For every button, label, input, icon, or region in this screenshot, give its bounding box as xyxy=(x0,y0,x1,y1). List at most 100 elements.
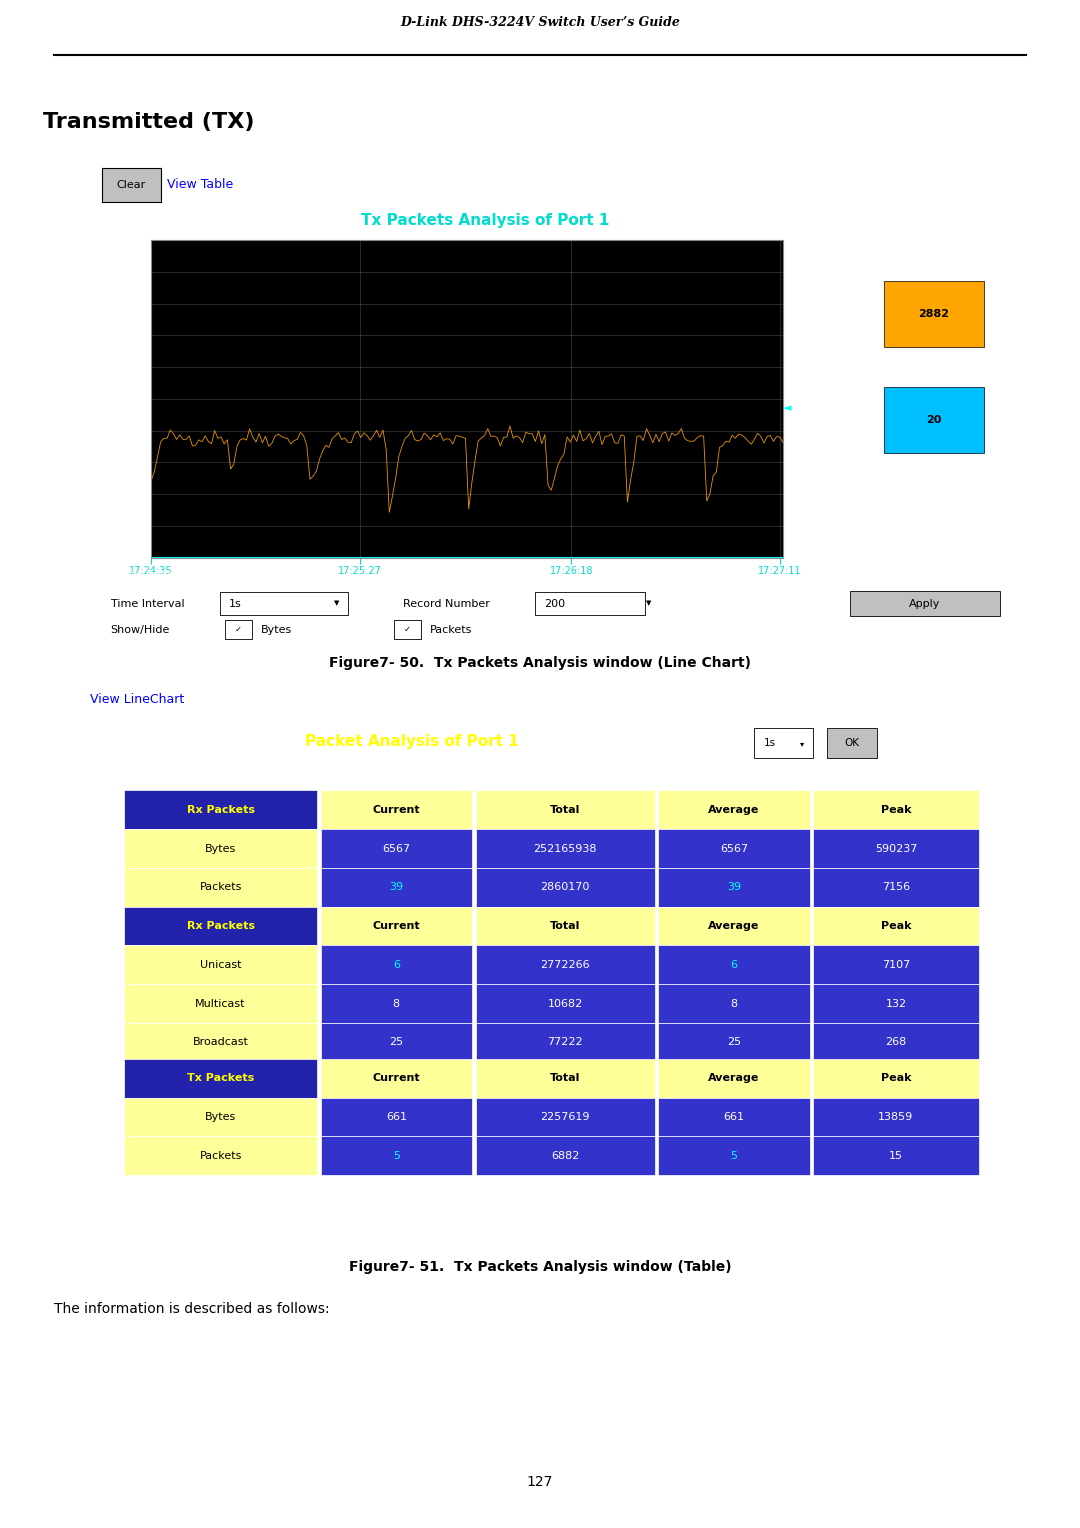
Text: 252165938: 252165938 xyxy=(534,843,597,854)
Text: Packets: Packets xyxy=(430,625,472,634)
Bar xyxy=(658,830,810,868)
Text: The information is described as follows:: The information is described as follows: xyxy=(54,1302,329,1317)
Bar xyxy=(475,946,654,984)
Text: ◄: ◄ xyxy=(783,403,792,414)
Text: 2882: 2882 xyxy=(918,309,949,319)
Text: 7156: 7156 xyxy=(882,882,910,892)
Bar xyxy=(475,830,654,868)
Bar xyxy=(475,1059,654,1097)
Text: 1s: 1s xyxy=(229,599,242,608)
Text: Rx Packets: Rx Packets xyxy=(187,805,255,814)
Text: 10682: 10682 xyxy=(548,998,583,1008)
Text: Figure7- 51.  Tx Packets Analysis window (Table): Figure7- 51. Tx Packets Analysis window … xyxy=(349,1259,731,1274)
Text: Total: Total xyxy=(550,805,580,814)
Bar xyxy=(850,591,1000,616)
Bar xyxy=(813,946,978,984)
Text: ✓: ✓ xyxy=(235,625,242,634)
Text: Broadcast: Broadcast xyxy=(192,1038,248,1047)
Bar xyxy=(475,1022,654,1062)
Text: 39: 39 xyxy=(389,882,403,892)
Text: Average: Average xyxy=(708,1073,759,1083)
Bar xyxy=(124,830,316,868)
Bar xyxy=(225,620,252,639)
Text: Clear: Clear xyxy=(117,180,146,189)
Text: Current: Current xyxy=(373,1073,420,1083)
Text: Time Interval: Time Interval xyxy=(110,599,185,608)
Bar xyxy=(813,1022,978,1062)
Bar xyxy=(321,1022,472,1062)
Bar xyxy=(321,790,472,830)
Bar xyxy=(321,868,472,906)
Text: 13859: 13859 xyxy=(878,1112,914,1122)
Bar xyxy=(827,729,877,758)
Text: Figure7- 50.  Tx Packets Analysis window (Line Chart): Figure7- 50. Tx Packets Analysis window … xyxy=(329,656,751,671)
Bar xyxy=(475,868,654,906)
Bar xyxy=(883,281,984,347)
Bar xyxy=(658,868,810,906)
Bar xyxy=(124,1097,316,1137)
Text: Show/Hide: Show/Hide xyxy=(110,625,170,634)
Bar xyxy=(658,1059,810,1097)
Bar xyxy=(754,729,813,758)
Text: Rx Packets: Rx Packets xyxy=(187,921,255,931)
Bar xyxy=(475,906,654,946)
Text: ▼: ▼ xyxy=(646,601,651,607)
Text: Total: Total xyxy=(550,921,580,931)
Bar xyxy=(321,830,472,868)
Bar xyxy=(658,984,810,1022)
Text: 5: 5 xyxy=(730,1151,738,1161)
Bar xyxy=(475,984,654,1022)
Bar xyxy=(813,868,978,906)
Text: Unicast: Unicast xyxy=(200,960,241,970)
Text: 6: 6 xyxy=(730,960,738,970)
Bar xyxy=(475,1137,654,1175)
Text: 268: 268 xyxy=(886,1038,906,1047)
Text: Bytes: Bytes xyxy=(205,843,237,854)
Text: 77222: 77222 xyxy=(548,1038,583,1047)
Text: 590237: 590237 xyxy=(875,843,917,854)
Text: Bytes: Bytes xyxy=(804,304,837,318)
Text: 7107: 7107 xyxy=(881,960,910,970)
Bar xyxy=(321,1137,472,1175)
Text: Multicast: Multicast xyxy=(195,998,246,1008)
Text: 25: 25 xyxy=(727,1038,741,1047)
Bar xyxy=(658,790,810,830)
Text: 661: 661 xyxy=(386,1112,407,1122)
Text: 127: 127 xyxy=(527,1475,553,1490)
Text: 8: 8 xyxy=(730,998,738,1008)
Bar xyxy=(124,946,316,984)
Text: Packets: Packets xyxy=(200,1151,242,1161)
Text: 20: 20 xyxy=(926,416,942,425)
Text: 8: 8 xyxy=(393,998,400,1008)
Text: 2772266: 2772266 xyxy=(540,960,590,970)
Text: 5: 5 xyxy=(393,1151,400,1161)
Bar xyxy=(321,984,472,1022)
Text: 15: 15 xyxy=(889,1151,903,1161)
Text: Bytes: Bytes xyxy=(261,625,293,634)
Text: Current: Current xyxy=(373,921,420,931)
Bar xyxy=(658,946,810,984)
Bar xyxy=(658,906,810,946)
Text: 6: 6 xyxy=(393,960,400,970)
Text: 25: 25 xyxy=(389,1038,403,1047)
Text: 200: 200 xyxy=(544,599,565,608)
Text: ▾: ▾ xyxy=(799,740,804,749)
Bar xyxy=(535,591,645,616)
Text: 1s: 1s xyxy=(764,738,777,749)
Text: Total: Total xyxy=(550,1073,580,1083)
Text: Peak: Peak xyxy=(880,1073,912,1083)
Bar xyxy=(124,790,316,830)
Bar xyxy=(124,1022,316,1062)
Bar xyxy=(813,830,978,868)
Bar xyxy=(124,906,316,946)
Text: 39: 39 xyxy=(727,882,741,892)
Text: Average: Average xyxy=(708,805,759,814)
Bar xyxy=(321,946,472,984)
Text: Peak: Peak xyxy=(880,921,912,931)
Bar xyxy=(321,1097,472,1137)
Text: ✓: ✓ xyxy=(404,625,410,634)
Bar xyxy=(124,868,316,906)
Bar xyxy=(124,984,316,1022)
Text: Packets: Packets xyxy=(804,416,849,429)
Text: 6567: 6567 xyxy=(382,843,410,854)
